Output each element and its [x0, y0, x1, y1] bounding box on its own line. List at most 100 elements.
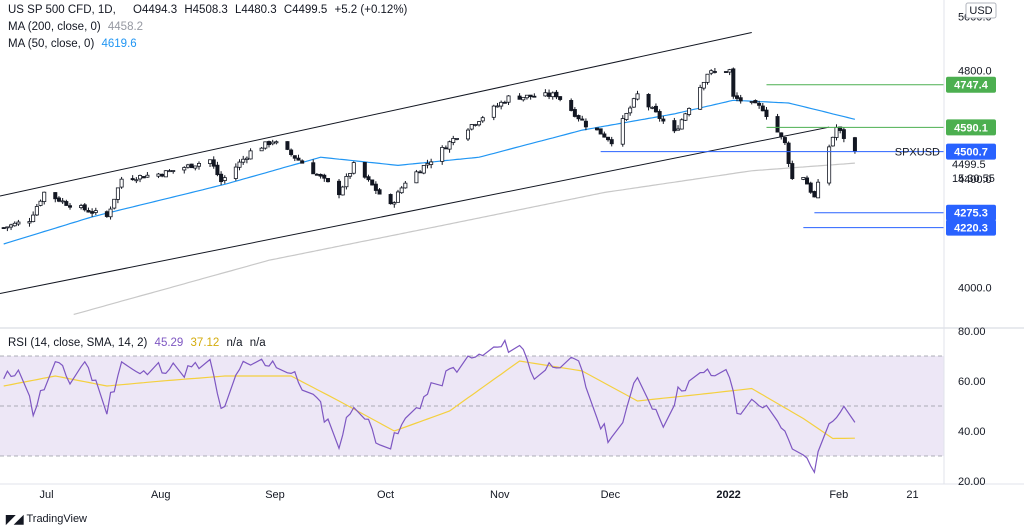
- candle-body: [495, 105, 500, 108]
- candle-body: [672, 120, 677, 132]
- price-pane[interactable]: SPXUSD: [0, 32, 944, 315]
- candle-body: [403, 182, 408, 189]
- price-tick-2: 4400.0: [958, 174, 992, 186]
- open-value: O4494.3: [133, 4, 178, 16]
- candle-body: [480, 117, 485, 122]
- level-label-3: 4275.3: [954, 208, 988, 220]
- candle-body: [421, 165, 426, 174]
- time-label-8: 21: [906, 489, 918, 501]
- candle-body: [248, 150, 253, 160]
- candle-body: [141, 176, 146, 179]
- currency-box: [965, 2, 997, 19]
- candle-body: [366, 176, 371, 181]
- price-tick-1: 4800.0: [958, 65, 992, 77]
- candle-body: [64, 201, 69, 206]
- candle-body: [447, 141, 452, 150]
- candle-body: [631, 98, 636, 108]
- candle-body: [285, 141, 290, 150]
- candle-body: [683, 113, 688, 121]
- candle-body: [79, 205, 84, 209]
- candle-body: [267, 141, 272, 146]
- change-value: +5.2 (+0.12%): [334, 4, 408, 16]
- candle-body: [676, 128, 681, 131]
- candle-body: [370, 179, 375, 186]
- time-label-4: Nov: [490, 489, 510, 501]
- axes: 4747.4 4590.1 4500.7 4275.3 4220.3 4499.5 15:3…: [0, 0, 1024, 501]
- candle-body: [211, 159, 216, 167]
- candle-body: [547, 92, 552, 97]
- channel-lower-line: [0, 126, 830, 294]
- candle-body: [609, 139, 614, 145]
- candle-body: [138, 175, 143, 180]
- channel-upper-line: [0, 32, 752, 197]
- candle-body: [779, 132, 784, 137]
- candle-body: [646, 93, 651, 108]
- low-value: L4480.3: [235, 4, 277, 16]
- candle-body: [576, 115, 581, 120]
- candle-body: [241, 158, 246, 163]
- candle-body: [808, 182, 813, 193]
- rsi-value: 45.29: [154, 337, 184, 349]
- candle-body: [635, 93, 640, 100]
- candle-body: [222, 177, 227, 181]
- candle-body: [160, 173, 165, 177]
- candle-body: [705, 73, 710, 83]
- level-tag-4: [946, 219, 996, 236]
- candle-body: [348, 173, 353, 177]
- ma50-legend: MA (50, close, 0) 4619.6: [8, 38, 141, 50]
- candle-body: [554, 91, 559, 98]
- current-price-label: 4499.5: [952, 159, 986, 171]
- candle-body: [443, 147, 448, 150]
- close-value: C4499.5: [283, 4, 328, 16]
- candle-body: [502, 101, 507, 104]
- candle-body: [543, 92, 548, 97]
- candle-body: [263, 141, 268, 149]
- candle-body: [477, 121, 482, 126]
- candle-body: [757, 102, 762, 106]
- candle-body: [775, 116, 780, 133]
- candle-body: [805, 177, 810, 185]
- candle-body: [572, 109, 577, 117]
- candle-body: [145, 174, 150, 178]
- candle-body: [429, 161, 434, 165]
- candle-body: [185, 164, 190, 168]
- rsi-pane[interactable]: [0, 338, 944, 475]
- rsi-tick-1: 60.00: [958, 376, 986, 388]
- candle-body: [650, 106, 655, 109]
- candle-body: [524, 94, 529, 99]
- candle-body: [731, 68, 736, 97]
- candle-body: [418, 171, 423, 174]
- candle-body: [68, 205, 73, 208]
- candle-body: [16, 221, 21, 225]
- candle-body: [852, 137, 857, 152]
- candle-body: [620, 118, 625, 145]
- time-label-2: Sep: [265, 489, 285, 501]
- candle-body: [34, 206, 39, 216]
- candle-body: [112, 198, 117, 209]
- candle-body: [602, 133, 607, 138]
- candle-body: [82, 204, 87, 211]
- level-tag-1: [946, 119, 996, 136]
- candle-body: [233, 166, 238, 179]
- rsi-sma-line: [3, 360, 855, 440]
- candle-body: [782, 137, 787, 144]
- rsi-tick-0: 80.00: [958, 326, 986, 338]
- candle-body: [289, 149, 294, 156]
- candle-body: [1, 227, 6, 229]
- candle-body: [425, 163, 430, 166]
- candle-body: [454, 138, 459, 140]
- candle-body: [189, 163, 194, 169]
- candle-body: [9, 224, 14, 228]
- candle-body: [594, 127, 599, 131]
- level-label-4: 4220.3: [954, 223, 988, 235]
- candle-body: [38, 200, 43, 206]
- candle-body: [90, 211, 95, 214]
- candle-body: [12, 222, 17, 227]
- candle-body: [215, 164, 220, 176]
- candle-body: [300, 160, 305, 164]
- candle-body: [322, 174, 327, 179]
- candle-body: [812, 191, 817, 198]
- candle-body: [344, 176, 349, 188]
- candle-body: [270, 141, 275, 145]
